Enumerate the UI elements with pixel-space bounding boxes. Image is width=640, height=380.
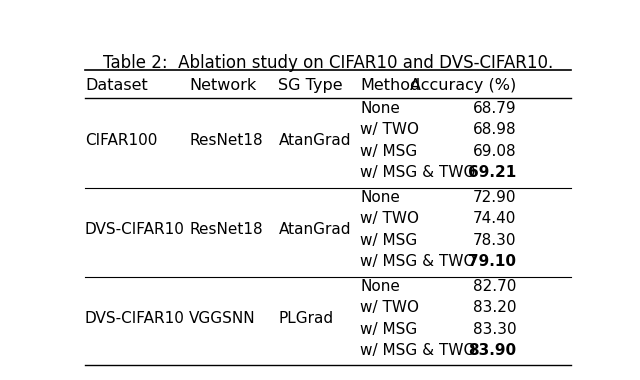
Text: 83.30: 83.30: [473, 321, 516, 337]
Text: w/ TWO: w/ TWO: [360, 122, 419, 137]
Text: 78.30: 78.30: [473, 233, 516, 248]
Text: ResNet18: ResNet18: [189, 133, 263, 148]
Text: w/ MSG & TWO: w/ MSG & TWO: [360, 165, 476, 180]
Text: w/ MSG: w/ MSG: [360, 144, 417, 159]
Text: w/ TWO: w/ TWO: [360, 300, 419, 315]
Text: w/ MSG & TWO: w/ MSG & TWO: [360, 254, 476, 269]
Text: Dataset: Dataset: [85, 79, 148, 93]
Text: 72.90: 72.90: [473, 190, 516, 205]
Text: 83.90: 83.90: [468, 343, 516, 358]
Text: w/ MSG & TWO: w/ MSG & TWO: [360, 343, 476, 358]
Text: Network: Network: [189, 79, 257, 93]
Text: DVS-CIFAR10: DVS-CIFAR10: [85, 311, 185, 326]
Text: VGGSNN: VGGSNN: [189, 311, 256, 326]
Text: DVS-CIFAR10: DVS-CIFAR10: [85, 222, 185, 237]
Text: 68.79: 68.79: [473, 101, 516, 116]
Text: ResNet18: ResNet18: [189, 222, 263, 237]
Text: None: None: [360, 101, 400, 116]
Text: SG Type: SG Type: [278, 79, 343, 93]
Text: AtanGrad: AtanGrad: [278, 133, 351, 148]
Text: 68.98: 68.98: [473, 122, 516, 137]
Text: AtanGrad: AtanGrad: [278, 222, 351, 237]
Text: None: None: [360, 190, 400, 205]
Text: w/ MSG: w/ MSG: [360, 233, 417, 248]
Text: Table 2:  Ablation study on CIFAR10 and DVS-CIFAR10.: Table 2: Ablation study on CIFAR10 and D…: [103, 54, 553, 72]
Text: Method: Method: [360, 79, 420, 93]
Text: w/ TWO: w/ TWO: [360, 211, 419, 226]
Text: 82.70: 82.70: [473, 279, 516, 294]
Text: 74.40: 74.40: [473, 211, 516, 226]
Text: Accuracy (%): Accuracy (%): [410, 79, 516, 93]
Text: None: None: [360, 279, 400, 294]
Text: 69.08: 69.08: [473, 144, 516, 159]
Text: 83.20: 83.20: [473, 300, 516, 315]
Text: w/ MSG: w/ MSG: [360, 321, 417, 337]
Text: 79.10: 79.10: [468, 254, 516, 269]
Text: CIFAR100: CIFAR100: [85, 133, 157, 148]
Text: PLGrad: PLGrad: [278, 311, 333, 326]
Text: 69.21: 69.21: [468, 165, 516, 180]
